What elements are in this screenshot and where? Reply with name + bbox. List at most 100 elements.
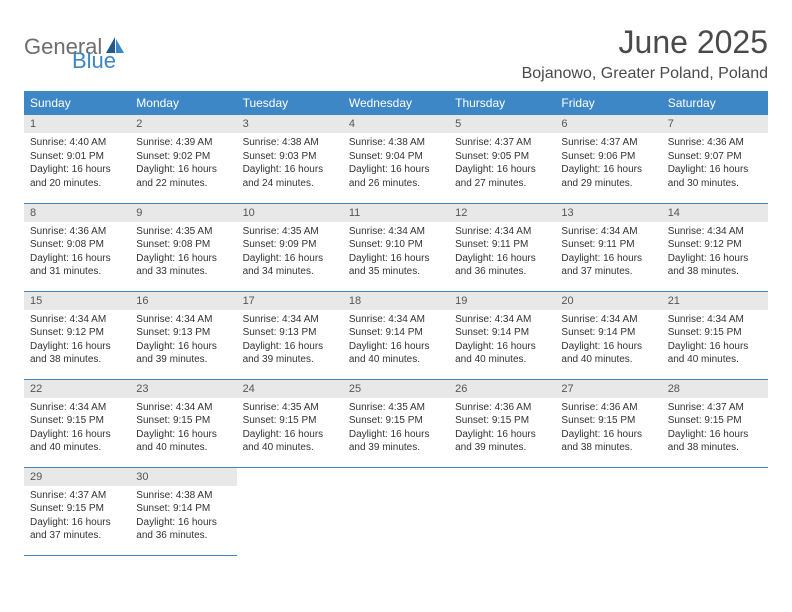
day-line: Sunset: 9:14 PM <box>561 326 655 340</box>
calendar-cell: 29Sunrise: 4:37 AMSunset: 9:15 PMDayligh… <box>24 467 130 555</box>
day-line: Sunset: 9:05 PM <box>455 150 549 164</box>
calendar-cell: 20Sunrise: 4:34 AMSunset: 9:14 PMDayligh… <box>555 291 661 379</box>
day-line: and 36 minutes. <box>136 529 230 543</box>
day-content: Sunrise: 4:37 AMSunset: 9:15 PMDaylight:… <box>662 398 768 461</box>
day-line: Sunset: 9:07 PM <box>668 150 762 164</box>
calendar-week-row: 1Sunrise: 4:40 AMSunset: 9:01 PMDaylight… <box>24 115 768 203</box>
day-line: Sunrise: 4:34 AM <box>455 225 549 239</box>
calendar-cell: 26Sunrise: 4:36 AMSunset: 9:15 PMDayligh… <box>449 379 555 467</box>
day-line: Sunrise: 4:34 AM <box>561 313 655 327</box>
day-number: 10 <box>237 204 343 222</box>
day-content: Sunrise: 4:35 AMSunset: 9:15 PMDaylight:… <box>237 398 343 461</box>
day-number: 23 <box>130 380 236 398</box>
day-line: Sunset: 9:15 PM <box>349 414 443 428</box>
day-line: Sunrise: 4:36 AM <box>668 136 762 150</box>
day-line: Daylight: 16 hours <box>243 428 337 442</box>
calendar-week-row: 29Sunrise: 4:37 AMSunset: 9:15 PMDayligh… <box>24 467 768 555</box>
day-line: Daylight: 16 hours <box>668 163 762 177</box>
day-line: Daylight: 16 hours <box>668 428 762 442</box>
day-number: 26 <box>449 380 555 398</box>
day-line: Sunrise: 4:34 AM <box>30 401 124 415</box>
day-line: Sunset: 9:12 PM <box>668 238 762 252</box>
day-content: Sunrise: 4:34 AMSunset: 9:14 PMDaylight:… <box>449 310 555 373</box>
day-line: Daylight: 16 hours <box>668 340 762 354</box>
day-line: Daylight: 16 hours <box>561 428 655 442</box>
day-line: and 40 minutes. <box>668 353 762 367</box>
day-number: 28 <box>662 380 768 398</box>
day-content: Sunrise: 4:37 AMSunset: 9:05 PMDaylight:… <box>449 133 555 196</box>
day-line: Sunset: 9:13 PM <box>243 326 337 340</box>
day-line: Daylight: 16 hours <box>349 428 443 442</box>
day-line: Daylight: 16 hours <box>30 428 124 442</box>
day-number: 16 <box>130 292 236 310</box>
day-content: Sunrise: 4:34 AMSunset: 9:13 PMDaylight:… <box>237 310 343 373</box>
day-line: Sunrise: 4:35 AM <box>243 225 337 239</box>
day-line: Sunset: 9:01 PM <box>30 150 124 164</box>
page-title: June 2025 <box>522 24 768 61</box>
day-number: 9 <box>130 204 236 222</box>
day-line: Sunrise: 4:34 AM <box>455 313 549 327</box>
day-line: Sunrise: 4:36 AM <box>561 401 655 415</box>
calendar-cell <box>662 467 768 555</box>
day-line: Daylight: 16 hours <box>349 340 443 354</box>
day-line: and 37 minutes. <box>30 529 124 543</box>
day-content: Sunrise: 4:38 AMSunset: 9:14 PMDaylight:… <box>130 486 236 549</box>
calendar-cell: 1Sunrise: 4:40 AMSunset: 9:01 PMDaylight… <box>24 115 130 203</box>
day-line: Sunrise: 4:34 AM <box>561 225 655 239</box>
calendar-cell: 4Sunrise: 4:38 AMSunset: 9:04 PMDaylight… <box>343 115 449 203</box>
day-number: 20 <box>555 292 661 310</box>
day-content: Sunrise: 4:35 AMSunset: 9:09 PMDaylight:… <box>237 222 343 285</box>
day-line: and 39 minutes. <box>349 441 443 455</box>
day-line: Sunset: 9:14 PM <box>349 326 443 340</box>
day-line: Sunset: 9:08 PM <box>136 238 230 252</box>
calendar-cell: 12Sunrise: 4:34 AMSunset: 9:11 PMDayligh… <box>449 203 555 291</box>
day-line: Daylight: 16 hours <box>136 428 230 442</box>
day-line: Daylight: 16 hours <box>455 340 549 354</box>
weekday-header: Sunday <box>24 91 130 115</box>
day-number: 18 <box>343 292 449 310</box>
calendar-cell <box>449 467 555 555</box>
day-line: Sunrise: 4:38 AM <box>136 489 230 503</box>
day-line: Sunset: 9:15 PM <box>30 414 124 428</box>
day-line: Sunrise: 4:38 AM <box>349 136 443 150</box>
day-number: 19 <box>449 292 555 310</box>
weekday-header: Wednesday <box>343 91 449 115</box>
day-line: Sunset: 9:11 PM <box>455 238 549 252</box>
day-line: and 40 minutes. <box>455 353 549 367</box>
day-content: Sunrise: 4:34 AMSunset: 9:14 PMDaylight:… <box>555 310 661 373</box>
calendar-cell: 9Sunrise: 4:35 AMSunset: 9:08 PMDaylight… <box>130 203 236 291</box>
day-number: 12 <box>449 204 555 222</box>
day-line: Sunrise: 4:37 AM <box>561 136 655 150</box>
day-content: Sunrise: 4:36 AMSunset: 9:15 PMDaylight:… <box>449 398 555 461</box>
day-content: Sunrise: 4:38 AMSunset: 9:03 PMDaylight:… <box>237 133 343 196</box>
day-line: Sunrise: 4:36 AM <box>455 401 549 415</box>
day-number: 14 <box>662 204 768 222</box>
calendar-cell: 23Sunrise: 4:34 AMSunset: 9:15 PMDayligh… <box>130 379 236 467</box>
day-line: Sunrise: 4:37 AM <box>30 489 124 503</box>
calendar-cell: 24Sunrise: 4:35 AMSunset: 9:15 PMDayligh… <box>237 379 343 467</box>
day-content: Sunrise: 4:34 AMSunset: 9:10 PMDaylight:… <box>343 222 449 285</box>
day-line: Sunset: 9:15 PM <box>668 326 762 340</box>
day-line: Daylight: 16 hours <box>136 252 230 266</box>
calendar-cell: 3Sunrise: 4:38 AMSunset: 9:03 PMDaylight… <box>237 115 343 203</box>
day-line: Daylight: 16 hours <box>455 252 549 266</box>
day-content: Sunrise: 4:38 AMSunset: 9:04 PMDaylight:… <box>343 133 449 196</box>
calendar-cell: 25Sunrise: 4:35 AMSunset: 9:15 PMDayligh… <box>343 379 449 467</box>
day-line: Daylight: 16 hours <box>349 252 443 266</box>
day-line: and 22 minutes. <box>136 177 230 191</box>
day-line: Sunset: 9:02 PM <box>136 150 230 164</box>
day-number: 11 <box>343 204 449 222</box>
day-line: Sunset: 9:04 PM <box>349 150 443 164</box>
calendar-table: Sunday Monday Tuesday Wednesday Thursday… <box>24 91 768 556</box>
day-content: Sunrise: 4:36 AMSunset: 9:07 PMDaylight:… <box>662 133 768 196</box>
day-content: Sunrise: 4:34 AMSunset: 9:11 PMDaylight:… <box>449 222 555 285</box>
day-line: Sunrise: 4:34 AM <box>668 313 762 327</box>
logo-text-blue: Blue <box>72 48 116 74</box>
day-line: Sunrise: 4:35 AM <box>243 401 337 415</box>
calendar-cell: 6Sunrise: 4:37 AMSunset: 9:06 PMDaylight… <box>555 115 661 203</box>
calendar-cell: 8Sunrise: 4:36 AMSunset: 9:08 PMDaylight… <box>24 203 130 291</box>
day-line: Sunrise: 4:34 AM <box>30 313 124 327</box>
weekday-header: Monday <box>130 91 236 115</box>
day-line: and 27 minutes. <box>455 177 549 191</box>
calendar-week-row: 8Sunrise: 4:36 AMSunset: 9:08 PMDaylight… <box>24 203 768 291</box>
